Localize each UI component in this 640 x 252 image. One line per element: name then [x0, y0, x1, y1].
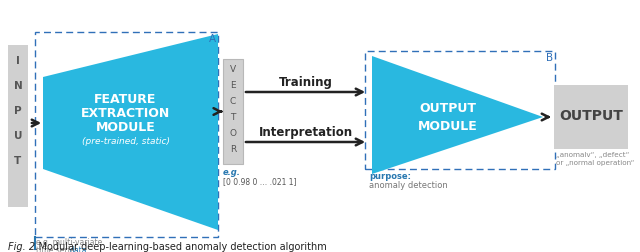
Text: purpose:: purpose:	[369, 172, 411, 181]
Bar	[8, 45, 28, 207]
Text: U: U	[13, 131, 22, 141]
Text: P: P	[14, 106, 22, 116]
Text: e.g.: e.g.	[223, 168, 241, 177]
Text: data: data	[70, 246, 88, 252]
Bar	[554, 85, 628, 149]
Bar	[223, 59, 243, 164]
Text: T: T	[14, 156, 22, 166]
Bar	[365, 51, 555, 169]
Text: OUTPUT: OUTPUT	[559, 109, 623, 123]
Text: MODULE: MODULE	[418, 119, 477, 133]
Text: [0 0.98 0 … .021 1]: [0 0.98 0 … .021 1]	[223, 177, 296, 186]
Text: I: I	[16, 56, 20, 66]
Text: A: A	[209, 34, 216, 44]
Text: or „normal operation“: or „normal operation“	[556, 160, 634, 166]
Text: T: T	[230, 112, 236, 121]
Text: C: C	[230, 97, 236, 106]
Text: MODULE: MODULE	[95, 121, 156, 134]
Text: O: O	[230, 129, 237, 138]
Polygon shape	[372, 56, 543, 174]
Text: (pre-trained, static): (pre-trained, static)	[81, 137, 170, 146]
Text: E: E	[230, 80, 236, 89]
Text: N: N	[13, 81, 22, 91]
Text: „anomalv“, „defect“: „anomalv“, „defect“	[556, 152, 629, 158]
Text: EXTRACTION: EXTRACTION	[81, 107, 170, 120]
Text: Training: Training	[278, 76, 332, 89]
Bar	[35, 32, 218, 237]
Text: B: B	[546, 53, 553, 63]
Text: e.g. multi-variate: e.g. multi-variate	[36, 238, 102, 247]
Text: R: R	[230, 144, 236, 153]
Text: time series: time series	[36, 246, 81, 252]
Polygon shape	[43, 34, 218, 230]
Text: anomaly detection: anomaly detection	[369, 181, 448, 190]
Text: FEATURE: FEATURE	[94, 93, 157, 106]
Text: V: V	[230, 65, 236, 74]
Text: Modular deep-learning-based anomaly detection algorithm: Modular deep-learning-based anomaly dete…	[26, 242, 327, 252]
Text: Interpretation: Interpretation	[259, 126, 353, 139]
Text: OUTPUT: OUTPUT	[419, 102, 476, 114]
Text: Fig. 2.: Fig. 2.	[8, 242, 38, 252]
